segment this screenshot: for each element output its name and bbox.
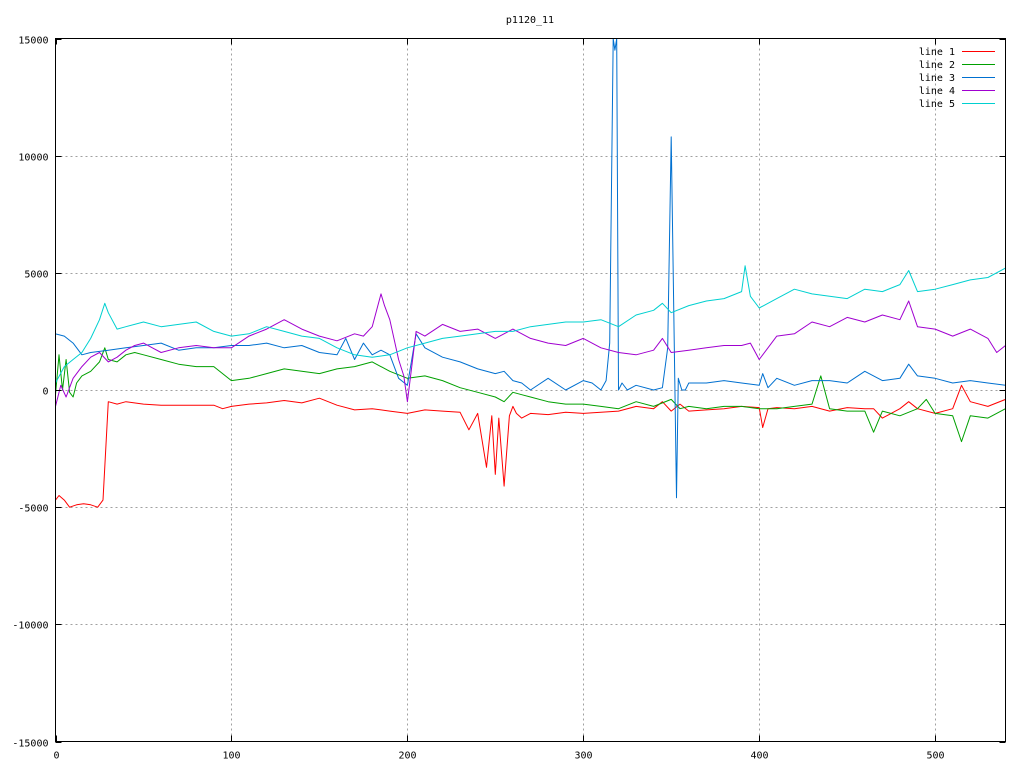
- y-tick-label: -5000: [18, 504, 48, 515]
- series-line-5: [55, 265, 1006, 384]
- series-line-3: [55, 38, 1006, 499]
- x-tick-label: 300: [574, 751, 592, 762]
- y-tick-label: 0: [42, 387, 48, 398]
- legend-label: line 5: [919, 99, 955, 110]
- y-tick-label: 10000: [18, 153, 48, 164]
- legend-label: line 1: [919, 47, 955, 58]
- legend-label: line 2: [919, 60, 955, 71]
- series-line-4: [55, 293, 1006, 407]
- y-tick-label: 15000: [18, 36, 48, 47]
- x-tick-label: 400: [750, 751, 768, 762]
- grid-lines: [55, 38, 1006, 742]
- legend: line 1 line 2 line 3 line 4 line 5: [919, 47, 995, 110]
- chart-title: p1120_11: [506, 15, 554, 26]
- x-tick-label: 0: [53, 751, 59, 762]
- x-tick-label: 500: [926, 751, 944, 762]
- y-tick-label: 5000: [24, 270, 48, 281]
- legend-label: line 4: [919, 86, 955, 97]
- series-line-2: [55, 347, 1006, 443]
- legend-label: line 3: [919, 73, 955, 84]
- y-tick-label: -10000: [12, 621, 48, 632]
- axis-ticks: -15000 -10000 -5000 0 5000 10000 15000 0 100 200 3…: [12, 36, 1006, 762]
- y-tick-label: -15000: [12, 739, 48, 750]
- x-tick-label: 100: [222, 751, 240, 762]
- x-tick-label: 200: [398, 751, 416, 762]
- series-lines: [55, 38, 1006, 508]
- series-line-1: [55, 384, 1006, 508]
